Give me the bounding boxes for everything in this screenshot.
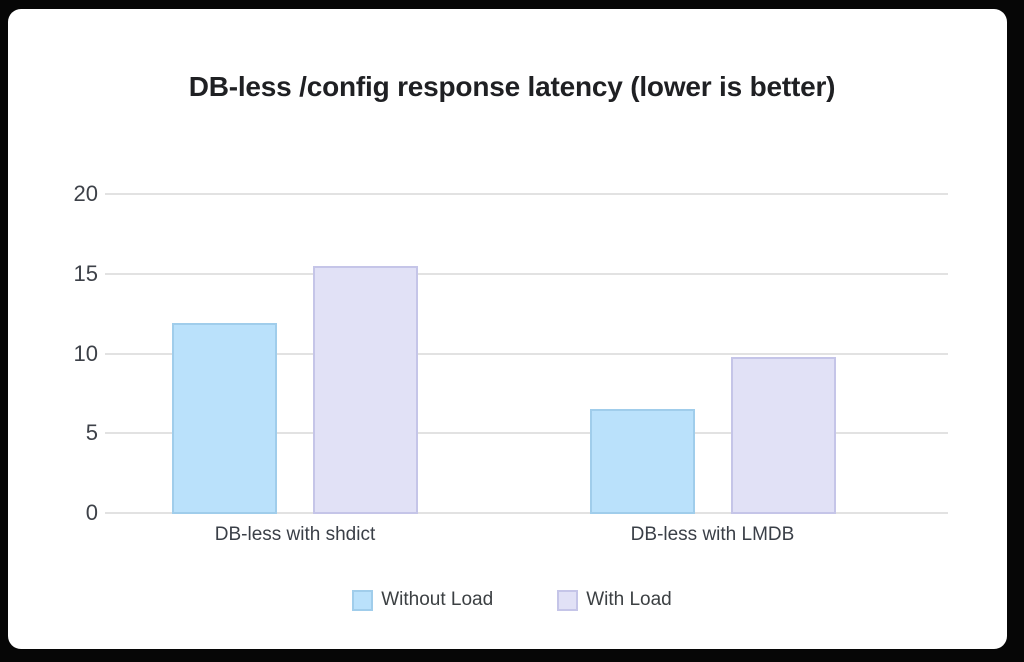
y-axis-tick-label: 20 (73, 181, 98, 206)
gridline-y-5 (105, 432, 948, 435)
legend-swatch-without-load (352, 589, 374, 611)
bar-without-load-db-less-with-lmdb (589, 409, 695, 514)
y-axis-tick-label: 15 (73, 260, 98, 286)
bar-with-load-db-less-with-lmdb (730, 356, 836, 514)
gridline-y-15 (105, 272, 948, 275)
gridline-y-20 (105, 193, 948, 195)
y-axis-tick-label: 10 (73, 340, 98, 366)
gridline-y-0 (105, 512, 948, 514)
y-axis-tick-label: 0 (85, 500, 98, 525)
chart-title: DB-less /config response latency (lower … (188, 71, 836, 102)
gridline-y-10 (105, 352, 948, 355)
chart-legend: Without Load With Load (0, 587, 1024, 613)
y-axis-tick-label: 5 (85, 420, 98, 446)
legend-item-with-load: With Load (557, 589, 672, 611)
legend-item-without-load: Without Load (352, 589, 493, 611)
bar-without-load-db-less-with-shdict (172, 323, 277, 514)
bar-with-load-db-less-with-shdict (313, 265, 418, 514)
legend-swatch-with-load (557, 589, 579, 611)
category-label-db-less-with-shdict: DB-less with shdict (214, 524, 376, 545)
legend-label-with-load: With Load (586, 589, 672, 610)
legend-label-without-load: Without Load (381, 589, 494, 610)
category-label-db-less-with-lmdb: DB-less with LMDB (630, 524, 795, 545)
